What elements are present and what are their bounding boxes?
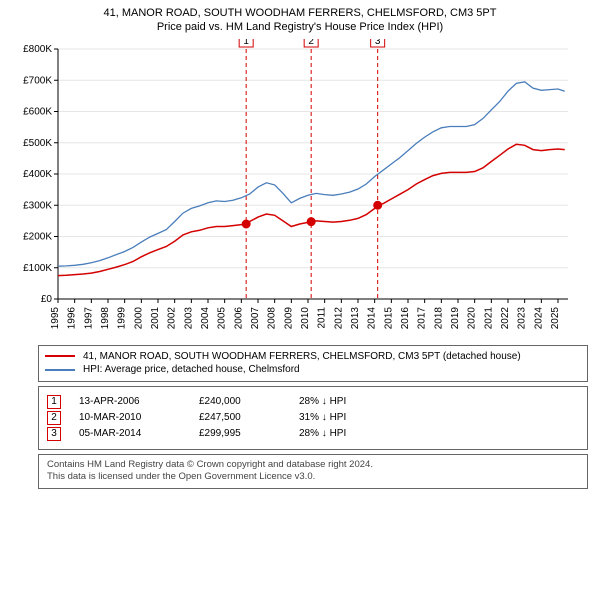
x-tick-label: 2001 — [150, 306, 161, 329]
x-tick-label: 2022 — [500, 306, 511, 329]
x-tick-label: 1999 — [117, 306, 128, 329]
legend-label: 41, MANOR ROAD, SOUTH WOODHAM FERRERS, C… — [83, 350, 521, 364]
marker-badge: 3 — [47, 427, 61, 441]
svg-text:£300K: £300K — [23, 200, 52, 211]
legend-swatch — [45, 355, 75, 357]
x-tick-label: 2016 — [400, 306, 411, 329]
legend-row: HPI: Average price, detached house, Chel… — [45, 363, 581, 377]
legend-row: 41, MANOR ROAD, SOUTH WOODHAM FERRERS, C… — [45, 350, 581, 364]
x-tick-label: 1997 — [83, 306, 94, 329]
marker-date: 05-MAR-2014 — [79, 428, 199, 439]
svg-text:2: 2 — [308, 39, 314, 47]
x-tick-label: 1996 — [67, 306, 78, 329]
svg-text:£100K: £100K — [23, 262, 52, 273]
x-tick-label: 2003 — [183, 306, 194, 329]
page-root: { "title": { "line1": "41, MANOR ROAD, S… — [0, 0, 600, 590]
legend-label: HPI: Average price, detached house, Chel… — [83, 363, 300, 377]
x-tick-label: 2020 — [467, 306, 478, 329]
marker-row: 2 10-MAR-2010£247,50031% ↓ HPI — [47, 411, 579, 425]
x-tick-label: 2005 — [217, 306, 228, 329]
x-tick-label: 2010 — [300, 306, 311, 329]
svg-text:£400K: £400K — [23, 169, 52, 180]
x-tick-label: 2012 — [333, 306, 344, 329]
svg-text:£600K: £600K — [23, 106, 52, 117]
x-tick-label: 2011 — [317, 306, 328, 328]
legend-swatch — [45, 369, 75, 371]
x-tick-label: 1995 — [50, 306, 61, 329]
attribution: Contains HM Land Registry data © Crown c… — [38, 454, 588, 490]
marker-diff: 31% ↓ HPI — [299, 412, 346, 423]
svg-text:£0: £0 — [41, 294, 53, 305]
svg-text:£800K: £800K — [23, 44, 52, 55]
x-tick-label: 1998 — [100, 306, 111, 329]
marker-diff: 28% ↓ HPI — [299, 428, 346, 439]
x-tick-label: 2024 — [533, 306, 544, 329]
marker-price: £299,995 — [199, 428, 299, 439]
x-tick-label: 2015 — [383, 306, 394, 329]
x-tick-label: 2021 — [483, 306, 494, 329]
x-tick-label: 2025 — [550, 306, 561, 329]
marker-price: £247,500 — [199, 412, 299, 423]
sales-markers-table: 113-APR-2006£240,00028% ↓ HPI210-MAR-201… — [38, 386, 588, 450]
svg-text:£200K: £200K — [23, 231, 52, 242]
svg-text:£700K: £700K — [23, 75, 52, 86]
legend: 41, MANOR ROAD, SOUTH WOODHAM FERRERS, C… — [38, 345, 588, 382]
svg-text:£500K: £500K — [23, 137, 52, 148]
chart-svg: £0 £100K £200K £300K £400K £500K £600K £700K £80… — [10, 39, 570, 339]
marker-date: 13-APR-2006 — [79, 396, 199, 407]
x-tick-label: 2019 — [450, 306, 461, 329]
x-tick-label: 2006 — [233, 306, 244, 329]
chart-title-line1: 41, MANOR ROAD, SOUTH WOODHAM FERRERS, C… — [10, 6, 590, 20]
svg-text:1: 1 — [243, 39, 249, 47]
x-tick-label: 2013 — [350, 306, 361, 329]
x-tick-label: 2000 — [133, 306, 144, 329]
x-tick-label: 2014 — [367, 306, 378, 329]
x-tick-label: 2004 — [200, 306, 211, 329]
svg-text:3: 3 — [375, 39, 381, 47]
x-tick-label: 2002 — [167, 306, 178, 329]
marker-badge: 2 — [47, 411, 61, 425]
marker-row: 1 13-APR-2006£240,00028% ↓ HPI — [47, 395, 579, 409]
marker-row: 3 05-MAR-2014£299,99528% ↓ HPI — [47, 427, 579, 441]
x-tick-label: 2017 — [417, 306, 428, 329]
marker-badge: 1 — [47, 395, 61, 409]
x-tick-label: 2009 — [283, 306, 294, 329]
marker-diff: 28% ↓ HPI — [299, 396, 346, 407]
x-tick-label: 2007 — [250, 306, 261, 329]
price-chart: £0 £100K £200K £300K £400K £500K £600K £700K £80… — [10, 39, 590, 339]
attribution-line1: Contains HM Land Registry data © Crown c… — [47, 459, 579, 472]
chart-titles: 41, MANOR ROAD, SOUTH WOODHAM FERRERS, C… — [10, 6, 590, 35]
marker-price: £240,000 — [199, 396, 299, 407]
x-tick-label: 2023 — [517, 306, 528, 329]
x-tick-label: 2018 — [433, 306, 444, 329]
attribution-line2: This data is licensed under the Open Gov… — [47, 471, 579, 484]
marker-date: 10-MAR-2010 — [79, 412, 199, 423]
chart-title-line2: Price paid vs. HM Land Registry's House … — [10, 20, 590, 34]
x-tick-label: 2008 — [267, 306, 278, 329]
